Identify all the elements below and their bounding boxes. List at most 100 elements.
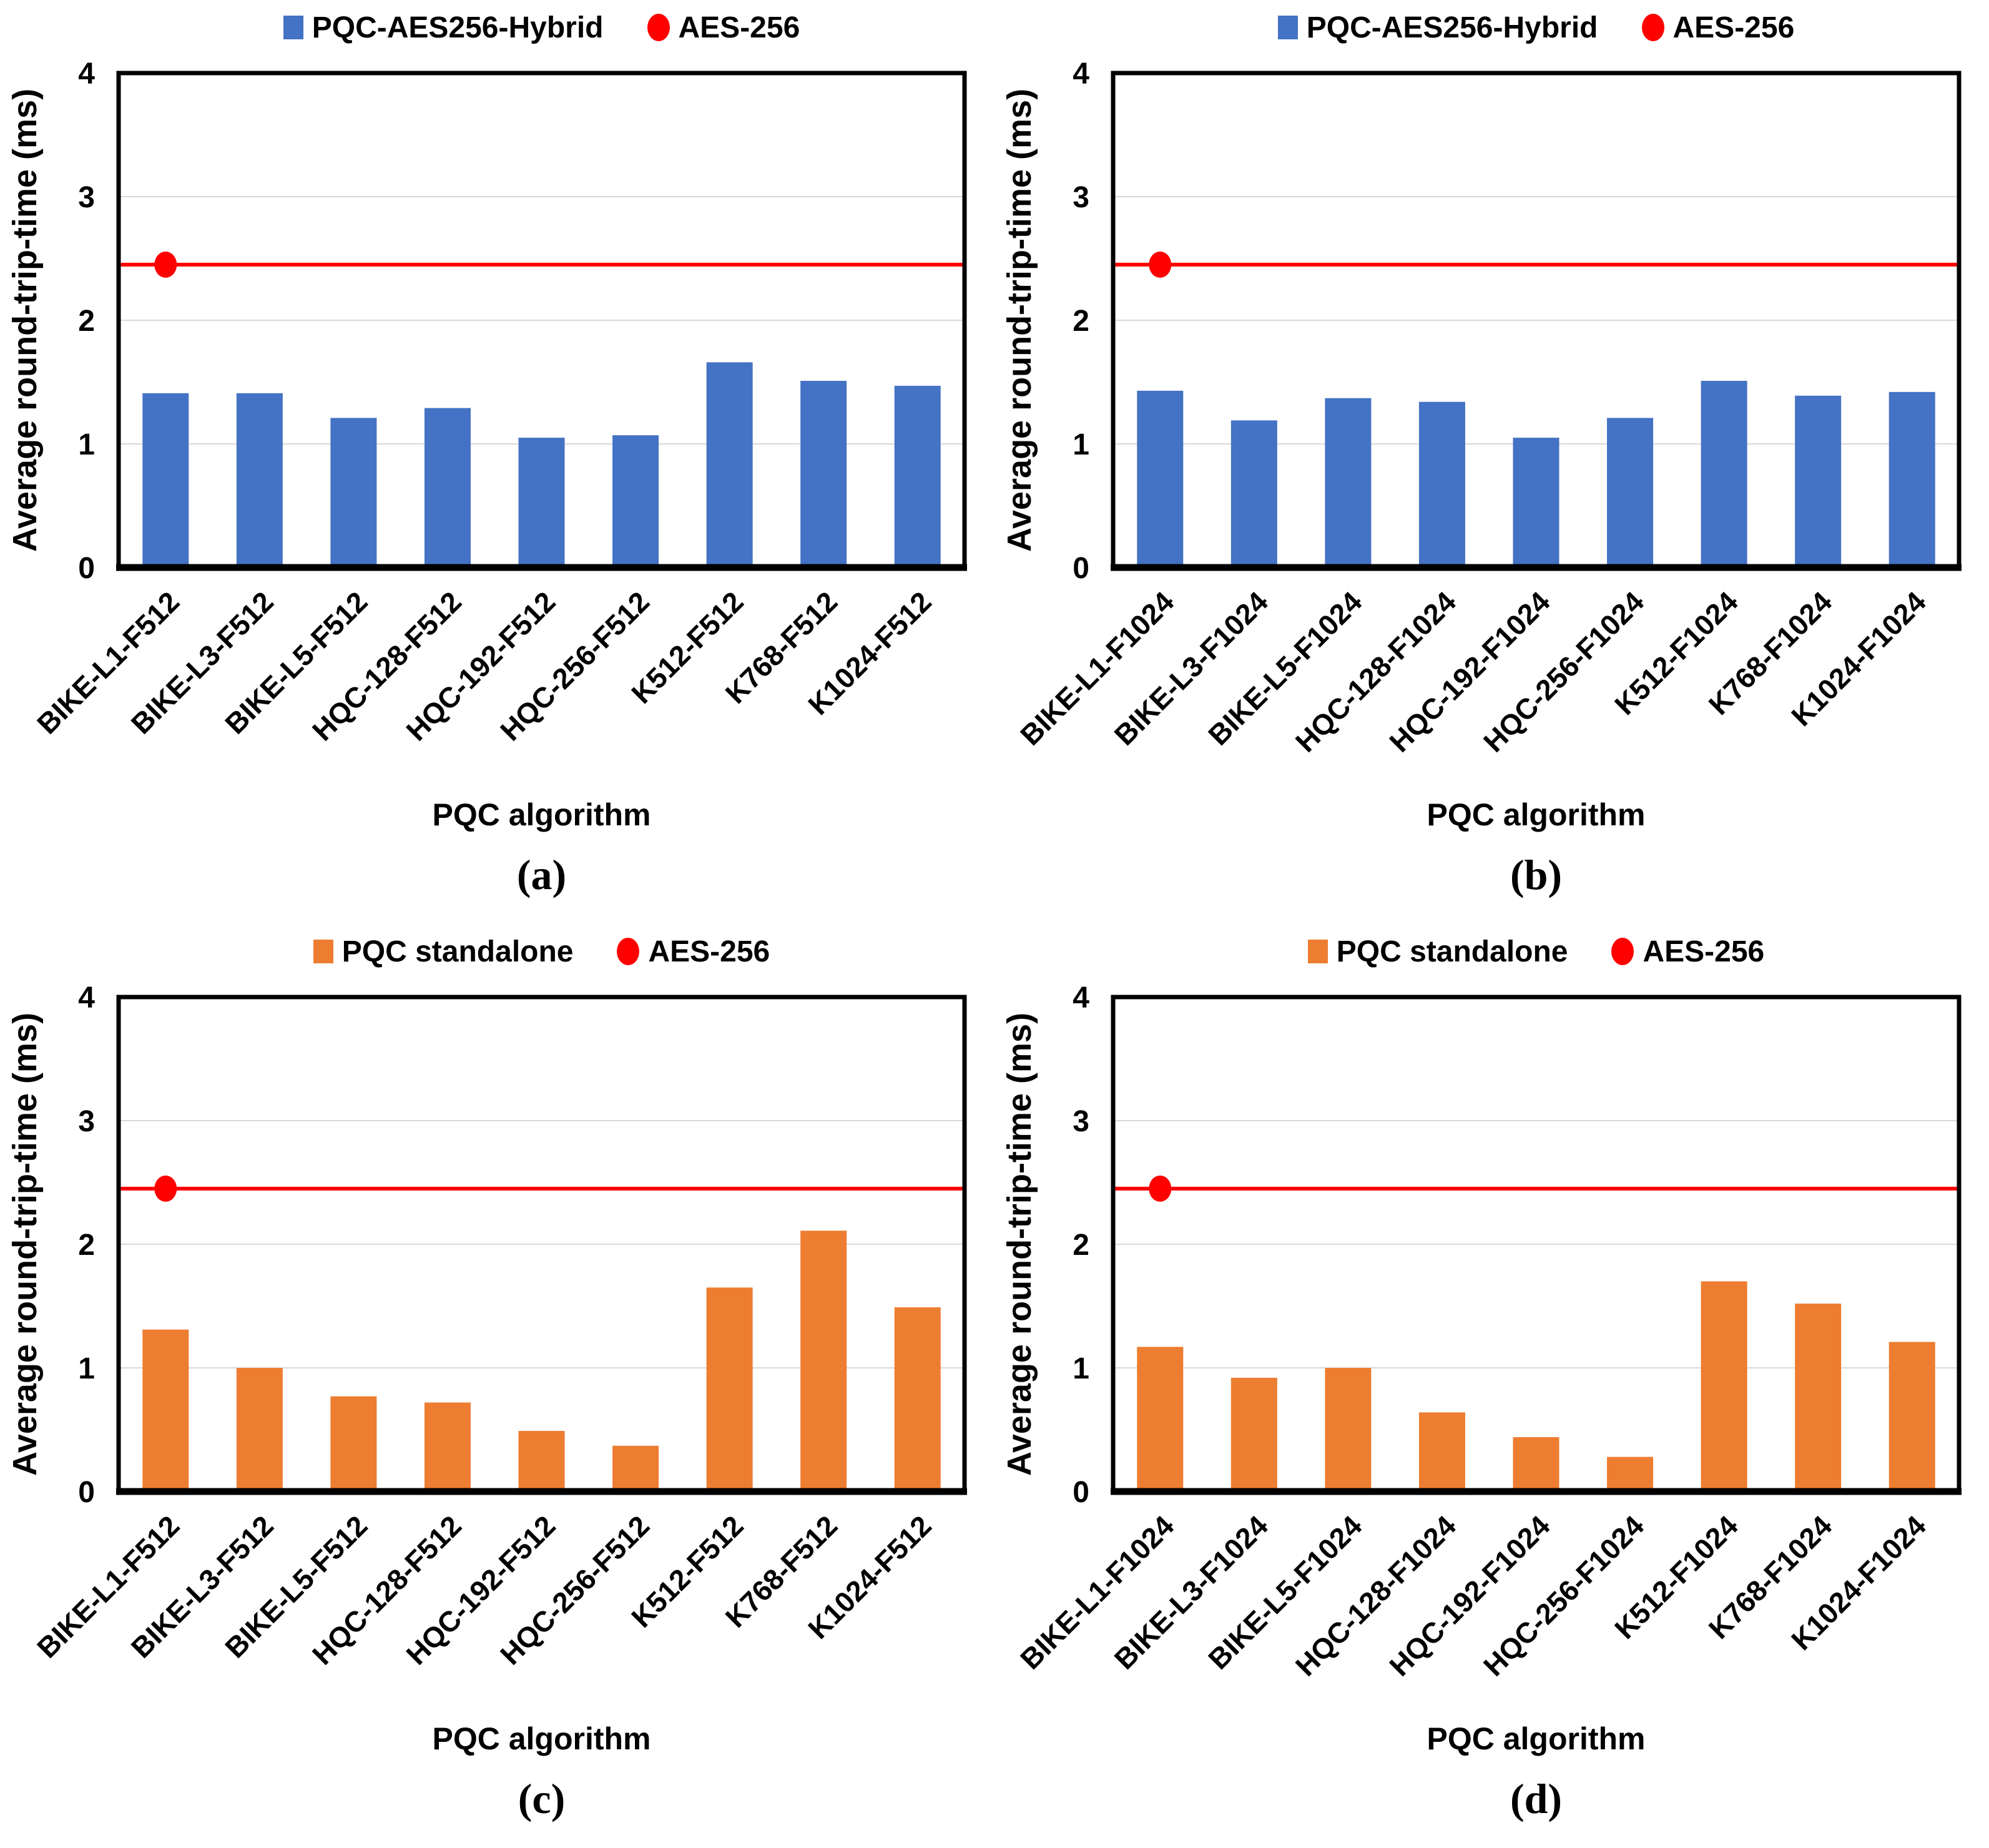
- y-tick-label: 0: [1073, 1476, 1089, 1509]
- y-tick-label: 4: [1073, 57, 1089, 91]
- panel-caption: (a): [516, 851, 567, 898]
- bar-BIKE-L5-F1024: [1325, 398, 1372, 568]
- y-axis-title: Average round-trip-time (ms): [1001, 89, 1038, 552]
- bar-BIKE-L1-F1024: [1137, 390, 1184, 568]
- bar-BIKE-L3-F512: [236, 1368, 283, 1492]
- bar-K512-F1024: [1701, 381, 1747, 568]
- legend: PQC-AES256-Hybrid AES-256: [1113, 5, 1959, 50]
- y-axis-title: Average round-trip-time (ms): [1001, 1013, 1038, 1476]
- bar-BIKE-L5-F512: [330, 1396, 377, 1492]
- x-tick-label: HQC-192-F1024: [1383, 1509, 1556, 1683]
- bar-HQC-256-F1024: [1607, 418, 1654, 568]
- x-tick-label: HQC-128-F1024: [1289, 585, 1463, 759]
- y-tick-label: 1: [78, 428, 95, 461]
- y-tick-label: 0: [78, 552, 95, 585]
- square-marker-icon: [313, 940, 333, 963]
- bar-HQC-192-F512: [518, 438, 565, 568]
- legend-item: AES-256: [617, 935, 770, 969]
- panel-d: PQC standalone AES-256 0 1 2 3 4 Average round…: [994, 924, 1989, 1848]
- y-axis-title: Average round-trip-time (ms): [6, 89, 44, 552]
- aes256-reference-marker-icon: [154, 251, 177, 278]
- bar-K1024-F512: [894, 385, 941, 568]
- panel-c: PQC standalone AES-256 0 1 2 3 4 Average round…: [0, 924, 994, 1848]
- bar-HQC-192-F512: [518, 1430, 565, 1492]
- circle-marker-icon: [647, 14, 670, 41]
- legend-item: AES-256: [1641, 11, 1795, 45]
- bar-BIKE-L1-F512: [142, 393, 189, 568]
- bar-HQC-192-F1024: [1513, 1437, 1559, 1492]
- bar-K768-F1024: [1795, 395, 1842, 568]
- legend: PQC-AES256-Hybrid AES-256: [119, 5, 965, 50]
- y-tick-label: 3: [1073, 181, 1089, 214]
- y-tick-label: 4: [78, 57, 95, 91]
- aes256-reference-marker-icon: [1149, 251, 1172, 278]
- bar-K1024-F512: [894, 1307, 941, 1492]
- bar-BIKE-L1-F1024: [1137, 1347, 1184, 1492]
- y-tick-label: 2: [1073, 1229, 1089, 1262]
- panel-a: PQC-AES256-Hybrid AES-256 0 1 2 3 4 Average ro…: [0, 0, 994, 924]
- y-tick-label: 3: [78, 1105, 95, 1138]
- legend-label: AES-256: [1643, 935, 1765, 968]
- y-tick-label: 2: [1073, 305, 1089, 338]
- y-tick-label: 4: [78, 981, 95, 1015]
- legend-label: PQC-AES256-Hybrid: [312, 11, 604, 44]
- y-tick-label: 1: [1073, 428, 1089, 461]
- legend-item: PQC-AES256-Hybrid: [1277, 11, 1598, 45]
- y-tick-label: 3: [78, 181, 95, 214]
- y-tick-label: 4: [1073, 981, 1089, 1015]
- bar-K768-F512: [800, 1231, 847, 1492]
- legend-item: PQC standalone: [1307, 935, 1568, 969]
- bar-HQC-128-F512: [424, 1402, 471, 1492]
- bar-K512-F512: [706, 1287, 753, 1492]
- bar-BIKE-L5-F1024: [1325, 1368, 1372, 1492]
- legend-label: PQC standalone: [341, 935, 574, 968]
- panel-b: PQC-AES256-Hybrid AES-256 0 1 2 3 4 Average ro…: [994, 0, 1989, 924]
- legend-item: AES-256: [647, 11, 800, 45]
- legend: PQC standalone AES-256: [119, 929, 965, 974]
- bar-K768-F512: [800, 381, 847, 568]
- bar-HQC-192-F1024: [1513, 438, 1559, 568]
- aes256-reference-marker-icon: [154, 1175, 177, 1202]
- legend-label: AES-256: [1672, 11, 1795, 44]
- legend: PQC standalone AES-256: [1113, 929, 1959, 974]
- bar-HQC-256-F512: [612, 435, 659, 568]
- bar-K768-F1024: [1795, 1304, 1842, 1492]
- y-tick-label: 1: [78, 1352, 95, 1385]
- aes256-reference-marker-icon: [1149, 1175, 1172, 1202]
- bar-HQC-128-F512: [424, 408, 471, 568]
- bar-K512-F512: [706, 362, 753, 568]
- x-axis-title: PQC algorithm: [1427, 797, 1645, 832]
- circle-marker-icon: [1611, 938, 1634, 965]
- legend-item: AES-256: [1611, 935, 1764, 969]
- bar-BIKE-L5-F512: [330, 418, 377, 568]
- x-tick-label: HQC-256-F1024: [1477, 585, 1651, 759]
- bar-BIKE-L3-F512: [236, 393, 283, 568]
- y-tick-label: 2: [78, 305, 95, 338]
- bar-BIKE-L3-F1024: [1230, 420, 1277, 568]
- square-marker-icon: [1277, 16, 1298, 39]
- bar-K512-F1024: [1701, 1281, 1747, 1492]
- circle-marker-icon: [617, 938, 640, 965]
- panel-caption: (d): [1510, 1775, 1563, 1822]
- legend-label: AES-256: [648, 935, 770, 968]
- square-marker-icon: [1307, 940, 1328, 963]
- panel-caption: (b): [1510, 851, 1563, 898]
- bar-HQC-256-F1024: [1607, 1457, 1654, 1492]
- circle-marker-icon: [1641, 14, 1664, 41]
- x-axis-title: PQC algorithm: [1427, 1721, 1645, 1756]
- legend-label: PQC standalone: [1336, 935, 1568, 968]
- x-axis-title: PQC algorithm: [432, 797, 651, 832]
- x-tick-label: HQC-256-F1024: [1477, 1509, 1651, 1683]
- square-marker-icon: [283, 16, 303, 39]
- x-axis-title: PQC algorithm: [432, 1721, 651, 1756]
- bar-BIKE-L3-F1024: [1230, 1377, 1277, 1492]
- y-tick-label: 0: [78, 1476, 95, 1509]
- bar-K1024-F1024: [1888, 1342, 1935, 1492]
- legend-item: PQC-AES256-Hybrid: [283, 11, 604, 45]
- legend-item: PQC standalone: [313, 935, 574, 969]
